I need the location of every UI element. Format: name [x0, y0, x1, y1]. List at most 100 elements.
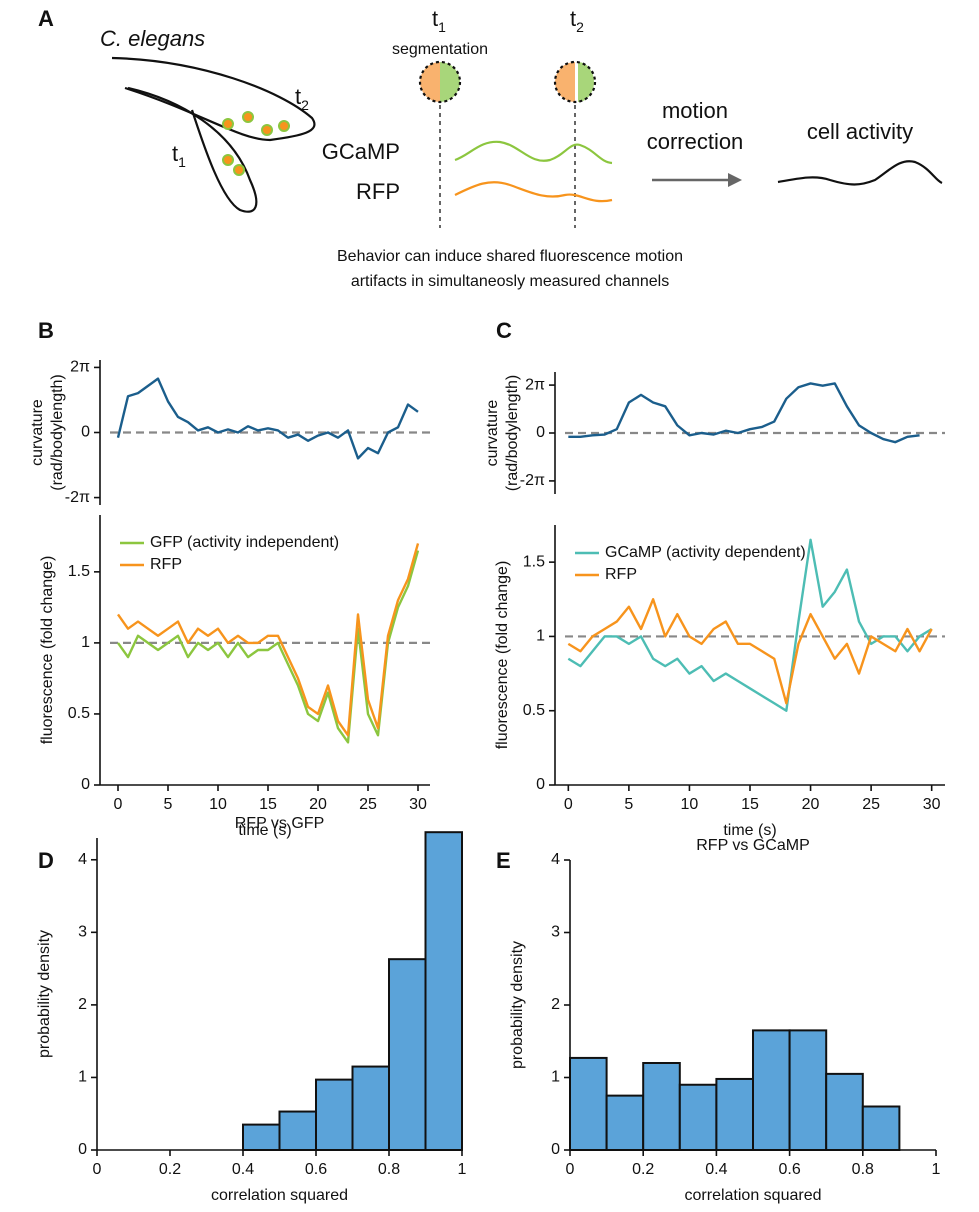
- legend-label: GCaMP (activity dependent): [605, 544, 806, 561]
- x-tick-label: 0: [114, 796, 123, 813]
- neuron: [233, 164, 245, 176]
- y-tick-label: 2: [551, 996, 560, 1013]
- y-tick-label: 0.5: [68, 705, 90, 722]
- bar: [825, 1072, 864, 1151]
- t-base: t: [432, 6, 438, 31]
- series-line: [117, 543, 420, 737]
- t-sub: 1: [178, 154, 186, 170]
- neuron: [278, 120, 290, 132]
- cell-half: [420, 62, 440, 102]
- t-base: t: [570, 6, 576, 31]
- bar: [605, 1094, 645, 1151]
- y-axis-label: probability density: [36, 930, 53, 1058]
- time-label: t1: [172, 141, 186, 170]
- x-axis-label: correlation squared: [211, 1187, 348, 1204]
- gcamp-trace: [454, 140, 613, 165]
- bar: [788, 1029, 828, 1151]
- t-base: t: [295, 84, 301, 109]
- organism-label: C. elegans: [100, 26, 205, 51]
- arrow-label: motion: [662, 98, 728, 123]
- caption: Behavior can induce shared fluorescence …: [337, 248, 683, 265]
- x-axis-label: time (s): [238, 822, 291, 839]
- y-tick-label: 2: [78, 996, 87, 1013]
- panel-letter: D: [38, 848, 54, 873]
- bar: [424, 831, 463, 1152]
- y-tick-label: 1: [551, 1069, 560, 1086]
- neuron: [222, 118, 234, 130]
- y-tick-label: 2π: [70, 359, 90, 376]
- bar: [642, 1062, 681, 1151]
- t-base: t: [172, 141, 178, 166]
- channel-label: GCaMP: [322, 139, 400, 164]
- activity-trace: [777, 160, 943, 186]
- y-tick-label: -2π: [520, 472, 545, 489]
- bar: [715, 1077, 755, 1151]
- y-tick-label: 1.5: [68, 563, 90, 580]
- legend-label: RFP: [150, 556, 182, 573]
- y-axis-label: (rad/bodylength): [49, 374, 66, 491]
- worm-t2: [111, 56, 316, 142]
- x-tick-label: 15: [259, 796, 277, 813]
- y-axis-label: fluorescence (fold change): [494, 561, 511, 750]
- worm-outline: [111, 56, 316, 213]
- x-tick-label: 0.4: [705, 1161, 727, 1178]
- x-tick-label: 20: [309, 796, 327, 813]
- x-tick-label: 30: [409, 796, 427, 813]
- panel-letter: E: [496, 848, 511, 873]
- x-tick-label: 1: [932, 1161, 941, 1178]
- output-label: cell activity: [807, 119, 913, 144]
- bar: [678, 1083, 718, 1151]
- y-axis-label: probability density: [509, 941, 526, 1069]
- x-tick-label: 0.8: [852, 1161, 874, 1178]
- x-tick-label: 0.6: [778, 1161, 800, 1178]
- x-tick-label: 0.2: [159, 1161, 181, 1178]
- t-sub: 2: [301, 97, 309, 113]
- y-tick-label: 4: [551, 851, 560, 868]
- series-line: [117, 550, 420, 744]
- panel-letter: B: [38, 318, 54, 343]
- bar: [351, 1065, 390, 1151]
- bar: [861, 1105, 901, 1151]
- y-axis-label: curvature: [29, 399, 46, 466]
- x-tick-label: 10: [209, 796, 227, 813]
- t-sub: 1: [438, 19, 446, 35]
- series-line: [567, 538, 933, 712]
- time-label: t2: [295, 84, 309, 113]
- x-tick-label: 1: [458, 1161, 467, 1178]
- bar: [752, 1029, 791, 1151]
- neurons: [222, 111, 290, 176]
- legend-label: GFP (activity independent): [150, 534, 339, 551]
- cell-half: [555, 62, 575, 102]
- x-tick-label: 0.2: [632, 1161, 654, 1178]
- x-tick-label: 0: [566, 1161, 575, 1178]
- x-tick-label: 0: [93, 1161, 102, 1178]
- neuron: [222, 154, 234, 166]
- x-tick-label: 0.8: [378, 1161, 400, 1178]
- y-tick-label: 1: [536, 628, 545, 645]
- time-label: t2: [570, 6, 584, 35]
- y-tick-label: 3: [551, 924, 560, 941]
- channel-label: RFP: [356, 179, 400, 204]
- y-tick-label: 1: [78, 1069, 87, 1086]
- x-tick-label: 15: [741, 796, 759, 813]
- panel-letter: A: [38, 6, 54, 31]
- y-axis-label: curvature: [484, 400, 501, 467]
- cell-half: [440, 62, 460, 102]
- time-label: t1: [432, 6, 446, 35]
- bar: [242, 1123, 281, 1151]
- y-tick-label: 0: [536, 776, 545, 793]
- t-sub: 2: [576, 19, 584, 35]
- worm-t1: [127, 86, 258, 213]
- rfp-trace: [454, 181, 613, 203]
- panel-letter: C: [496, 318, 512, 343]
- y-tick-label: 1: [81, 634, 90, 651]
- bar: [315, 1078, 354, 1152]
- x-axis-label: correlation squared: [685, 1187, 822, 1204]
- x-tick-label: 20: [802, 796, 820, 813]
- roi: [418, 60, 462, 104]
- chart-title: RFP vs GCaMP: [696, 837, 810, 854]
- segmentation-label: segmentation: [392, 41, 488, 58]
- y-tick-label: 0: [536, 424, 545, 441]
- caption: artifacts in simultaneosly measured chan…: [351, 273, 669, 290]
